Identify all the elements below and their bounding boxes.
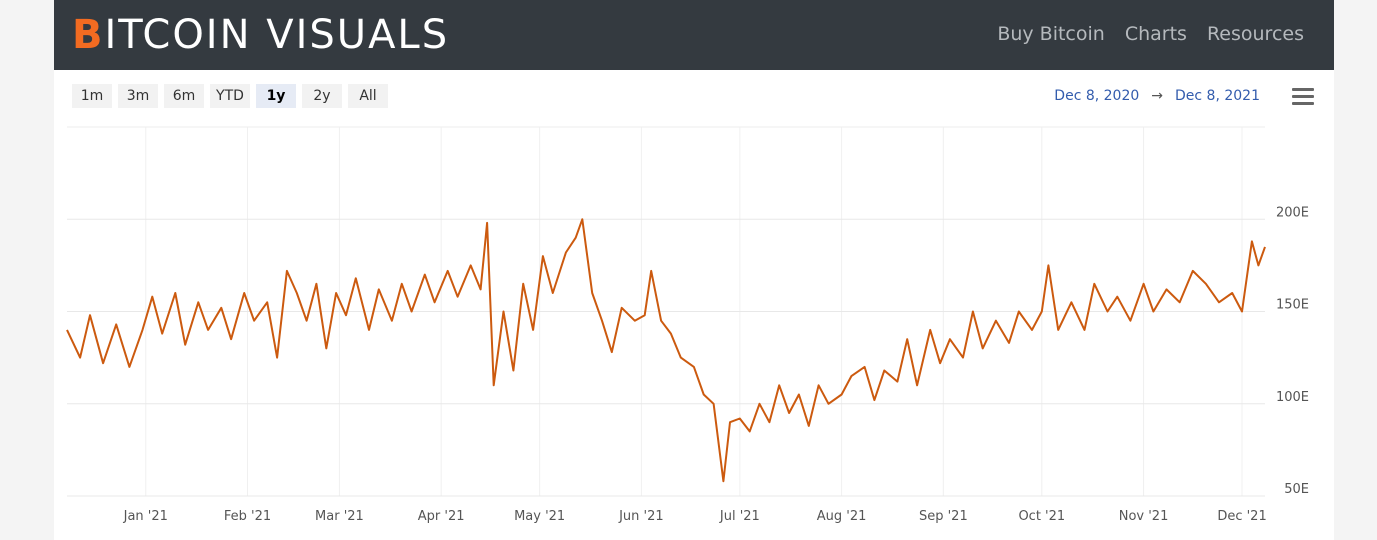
x-tick-label: Dec '21 xyxy=(1217,509,1266,524)
x-tick-label: Apr '21 xyxy=(418,509,465,524)
x-tick-label: Jul '21 xyxy=(719,509,760,524)
hashrate-line xyxy=(66,218,1266,483)
range-button[interactable]: 6m xyxy=(164,84,204,108)
x-tick-label: Jun '21 xyxy=(618,509,664,524)
date-range: Dec 8, 2020 → Dec 8, 2021 xyxy=(1054,88,1260,104)
logo-text: ITCOIN VISUALS xyxy=(104,12,450,58)
logo-mark: B xyxy=(72,12,105,58)
x-tick-label: Nov '21 xyxy=(1119,509,1169,524)
menu-button[interactable] xyxy=(1292,88,1314,106)
x-tick-label: Aug '21 xyxy=(817,509,867,524)
y-tick-label: 100E xyxy=(1276,390,1309,405)
range-buttons: 1m 3m 6m YTD 1y 2y All xyxy=(72,84,388,108)
x-tick-label: Feb '21 xyxy=(224,509,271,524)
header: BITCOIN VISUALS Buy Bitcoin Charts Resourc… xyxy=(54,0,1334,70)
range-button[interactable]: 3m xyxy=(118,84,158,108)
x-tick-label: Oct '21 xyxy=(1018,509,1065,524)
logo[interactable]: BITCOIN VISUALS xyxy=(72,12,449,58)
nav-link[interactable]: Resources xyxy=(1206,23,1304,45)
range-button[interactable]: 1y xyxy=(256,84,296,108)
x-tick-label: Mar '21 xyxy=(315,509,364,524)
range-arrow: → xyxy=(1151,88,1164,104)
content: BITCOIN VISUALS Buy Bitcoin Charts Resourc… xyxy=(54,0,1334,540)
range-button[interactable]: 1m xyxy=(72,84,112,108)
range-button[interactable]: All xyxy=(348,84,388,108)
range-to[interactable]: Dec 8, 2021 xyxy=(1175,88,1260,104)
x-tick-label: Jan '21 xyxy=(123,509,168,524)
range-button[interactable]: 2y xyxy=(302,84,342,108)
y-tick-label: 200E xyxy=(1276,205,1309,220)
x-tick-label: Sep '21 xyxy=(919,509,968,524)
y-tick-label: 150E xyxy=(1276,298,1309,313)
x-tick-label: May '21 xyxy=(514,509,565,524)
nav-link[interactable]: Buy Bitcoin xyxy=(997,23,1105,45)
range-button[interactable]: YTD xyxy=(210,84,250,108)
y-tick-label: 50E xyxy=(1284,482,1309,497)
range-from[interactable]: Dec 8, 2020 xyxy=(1054,88,1140,104)
nav-link[interactable]: Charts xyxy=(1124,23,1187,45)
nav: Buy Bitcoin Charts Resources xyxy=(997,23,1304,45)
